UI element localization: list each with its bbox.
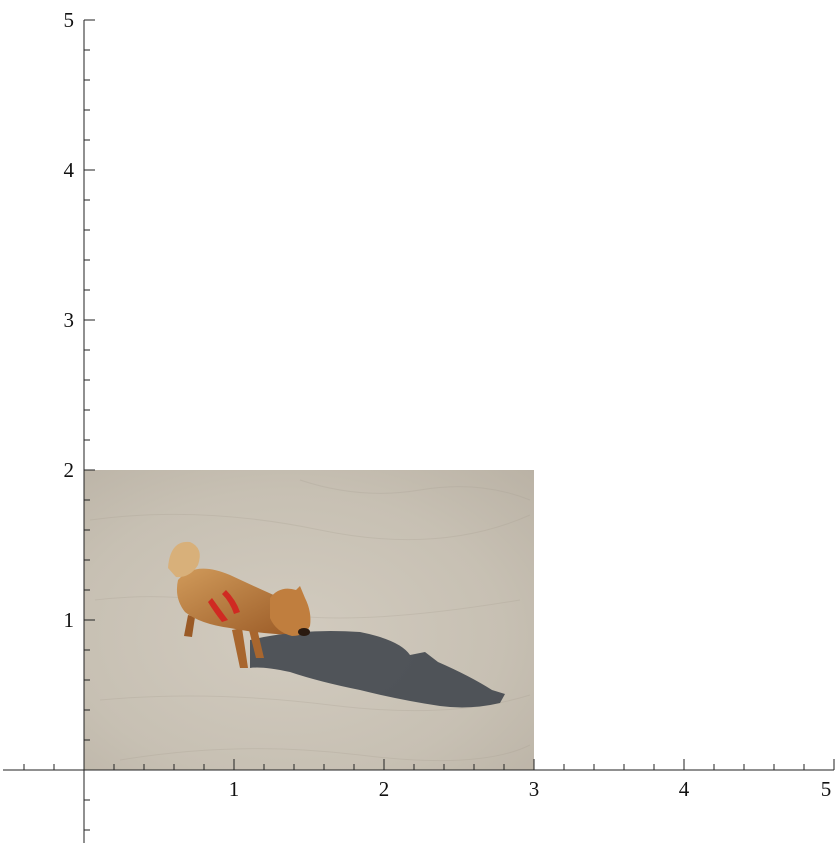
- dog-shadow: [250, 631, 505, 708]
- x-tick-label-3: 3: [529, 777, 540, 801]
- x-tick-label-5: 5: [821, 777, 832, 801]
- y-tick-label-2: 2: [64, 458, 75, 482]
- y-tick-label-5: 5: [64, 8, 75, 32]
- x-tick-label-4: 4: [679, 777, 690, 801]
- y-tick-label-4: 4: [64, 158, 75, 182]
- dog: [168, 541, 311, 668]
- y-tick-label-3: 3: [64, 308, 75, 332]
- dog-photo: [84, 470, 534, 770]
- y-tick-label-1: 1: [64, 608, 75, 632]
- x-tick-label-1: 1: [229, 777, 240, 801]
- x-tick-label-2: 2: [379, 777, 390, 801]
- tick-marks: [23, 19, 835, 831]
- axes: [3, 20, 834, 843]
